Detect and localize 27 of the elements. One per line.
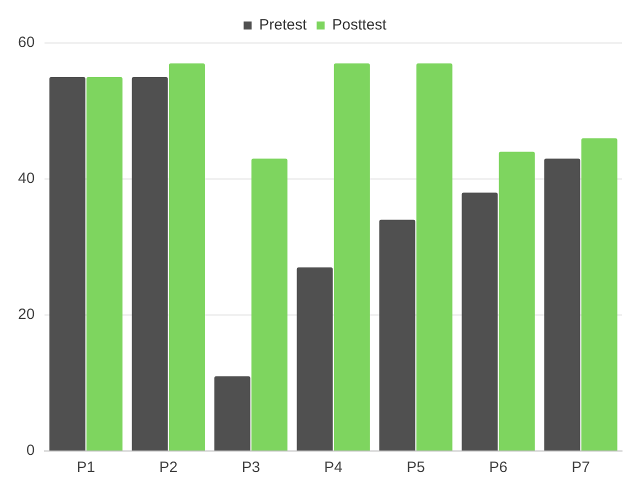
bar (214, 376, 250, 450)
y-tick-label: 40 (18, 170, 35, 188)
y-tick-label: 0 (26, 442, 35, 460)
y-tick-label: 20 (18, 306, 35, 324)
y-tick-label: 60 (18, 34, 35, 52)
bar (86, 77, 122, 450)
legend-label: Pretest (259, 16, 308, 34)
bar (251, 158, 288, 450)
x-tick-label: P7 (572, 459, 590, 476)
x-tick-label: P6 (489, 459, 508, 476)
bar (132, 77, 168, 450)
x-tick-label: P2 (159, 459, 178, 476)
x-tick-label: P5 (406, 459, 425, 476)
bar (544, 158, 580, 450)
bar (296, 267, 333, 450)
legend-label: Posttest (332, 16, 388, 34)
bar (498, 152, 535, 450)
x-tick-label: P1 (76, 459, 96, 476)
x-tick-label: P4 (324, 459, 343, 476)
bar (334, 63, 370, 450)
bar (168, 63, 205, 450)
bar (416, 63, 452, 450)
bar (49, 77, 86, 450)
x-tick-label: P3 (242, 459, 260, 476)
bar (462, 192, 498, 450)
bar (379, 220, 416, 450)
bar (581, 138, 618, 450)
